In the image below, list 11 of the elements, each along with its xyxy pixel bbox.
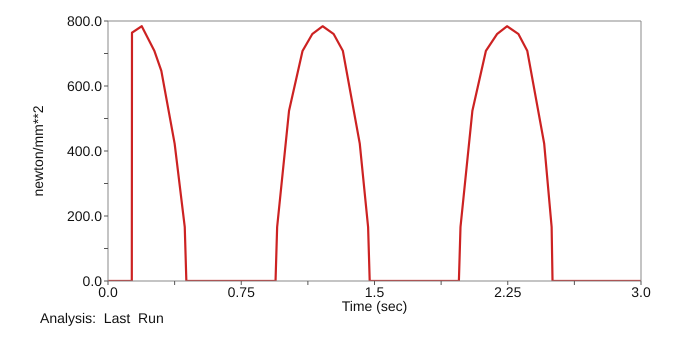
x-tick-label: 3.0	[631, 284, 651, 300]
y-tick-label: 600.0	[66, 78, 102, 94]
x-tick-label: 1.5	[364, 284, 384, 300]
y-tick-label: 200.0	[66, 208, 102, 224]
x-axis-title: Time (sec)	[342, 298, 408, 314]
x-tick-label: 2.25	[494, 284, 522, 300]
y-axis-title: newton/mm**2	[30, 105, 46, 197]
x-tick-label: 0.75	[228, 284, 256, 300]
y-tick-label: 400.0	[66, 142, 102, 159]
text: Analysis: Last Run	[40, 310, 164, 326]
y-tick-label: 800.0	[66, 12, 102, 29]
